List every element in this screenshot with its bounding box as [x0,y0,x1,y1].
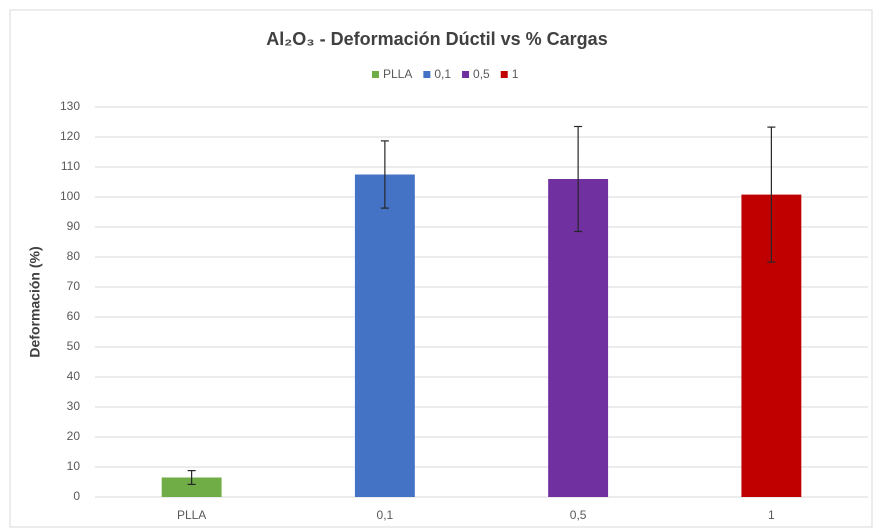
x-tick-label: 0,5 [570,508,587,522]
y-tick-label: 90 [67,219,81,233]
legend-label: 1 [512,67,519,81]
bar [354,174,415,497]
legend: PLLA 0,1 0,5 1 [372,67,519,81]
error-bar [187,470,196,485]
y-tick-label: 0 [73,489,80,503]
legend-label: 0,5 [473,67,490,81]
legend-swatch [423,71,431,78]
legend-label: PLLA [383,67,412,81]
y-tick-label: 80 [67,249,81,263]
legend-swatch [462,71,470,78]
chart-frame [9,9,873,528]
legend-label: 0,1 [434,67,451,81]
y-tick-label: 10 [67,459,81,473]
legend-swatch [500,71,508,78]
error-bar [574,125,583,233]
y-tick-label: 110 [61,159,80,173]
error-bar [380,140,389,209]
legend-swatch [372,71,379,78]
y-tick-label: 30 [67,399,81,413]
error-bar [767,126,776,263]
x-tick-label: 0,1 [377,508,394,522]
chart-title: Al₂O₃ - Deformación Dúctil vs % Cargas [266,29,607,49]
x-tick-label: PLLA [177,508,206,522]
bar [161,477,222,497]
y-tick-label: 130 [60,99,80,113]
y-tick-label: 120 [60,129,80,143]
y-tick-label: 50 [67,339,81,353]
y-tick-label: 100 [60,189,80,203]
y-axis-title: Deformación (%) [27,246,43,357]
y-tick-label: 20 [67,429,81,443]
y-tick-label: 70 [67,279,81,293]
x-tick-label: 1 [768,508,775,522]
y-tick-label: 40 [67,369,81,383]
y-tick-label: 60 [67,309,81,323]
